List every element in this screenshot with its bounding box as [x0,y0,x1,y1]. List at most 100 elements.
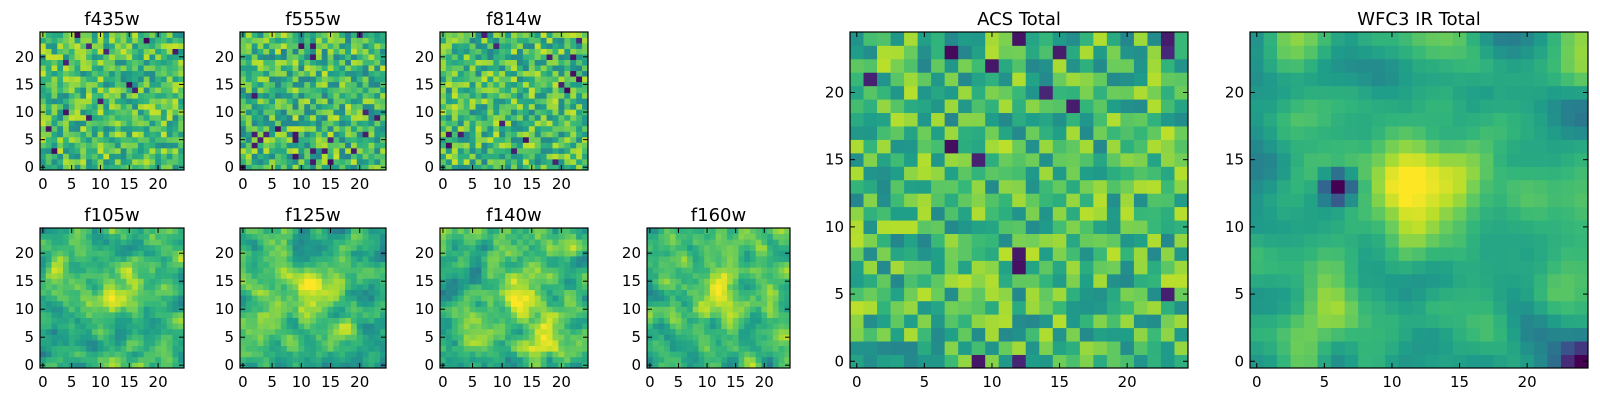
heatmap-cell [451,228,459,234]
heatmap-cell [356,76,364,83]
heatmap-cell [727,256,734,262]
heatmap-cell [528,300,536,307]
heatmap-cell [505,131,512,138]
heatmap-cell [505,164,512,171]
heatmap-cell [155,98,162,105]
heatmap-cell [57,54,64,60]
heatmap-cell [368,76,375,83]
heatmap-cell [166,256,173,262]
heatmap-cell [564,59,571,66]
heatmap-cell [534,261,542,268]
heatmap-cell [669,340,676,346]
heatmap-cell [269,125,276,132]
heatmap-cell [263,147,270,154]
heatmap-cell [368,289,375,296]
heatmap-cell [522,284,530,290]
heatmap-cell [709,312,717,318]
heatmap-cell [457,345,465,352]
heatmap-cell [40,345,47,352]
heatmap-cell [652,261,659,268]
heatmap-cell [534,256,542,262]
heatmap-cell [1120,354,1135,369]
heatmap-cell [744,233,751,240]
heatmap-cell [350,323,358,330]
heatmap-cell [143,340,150,346]
heatmap-cell [499,109,506,116]
heatmap-cell [172,125,179,132]
heatmap-cell [652,244,659,251]
heatmap-cell [126,125,133,132]
heatmap-cell [327,109,334,116]
heatmap-cell [487,81,494,88]
heatmap-cell [738,351,745,358]
heatmap-cell [687,300,694,307]
heatmap-cell [310,233,317,240]
heatmap-cell [784,300,791,307]
heatmap-cell [971,314,986,329]
heatmap-cell [245,114,253,121]
heatmap-cell [546,142,553,149]
heatmap-cell [321,356,328,363]
heatmap-cell [451,233,459,240]
heatmap-cell [298,272,305,279]
heatmap-cell [440,317,447,324]
heatmap-cell [251,98,258,105]
plot-frame [646,227,791,369]
heatmap-cell [109,164,116,171]
heatmap-cell [709,233,717,240]
heatmap-cell [166,125,173,132]
heatmap-cell [51,70,58,77]
heatmap-cell [109,323,116,330]
heatmap-cell [57,158,64,165]
heatmap-cell [493,256,500,262]
heatmap-cell [487,312,494,318]
heatmap-cell [68,244,75,251]
heatmap-cell [475,323,482,330]
heatmap-cell [469,328,476,335]
heatmap-cell [576,312,583,318]
heatmap-cell [269,136,276,143]
heatmap-cell [298,345,305,352]
heatmap-cell [80,278,87,285]
heatmap-cell [45,103,52,110]
heatmap-cell [469,261,476,268]
heatmap-cell [582,65,589,72]
heatmap-cell [327,103,334,110]
heatmap-cell [321,65,328,72]
heatmap-cell [132,250,139,257]
heatmap-cell [709,300,717,307]
heatmap-cell [481,272,488,279]
heatmap-cell [356,233,364,240]
heatmap-cell [998,287,1013,302]
heatmap-cell [451,81,459,88]
heatmap-cell [126,312,133,318]
heatmap-cell [114,32,122,38]
heatmap-cell [86,87,93,94]
heatmap-cell [292,228,299,234]
heatmap-cell [57,351,64,358]
heatmap-cell [362,312,369,318]
heatmap-cell [374,267,381,274]
heatmap-cell [91,345,98,352]
heatmap-cell [850,179,864,194]
heatmap-cell [327,250,334,257]
heatmap-cell [240,284,247,290]
heatmap-cells [440,32,589,171]
heatmap-cell [304,323,311,330]
heatmap-cell [97,142,104,149]
heatmap-cell [137,250,145,257]
heatmap-cell [149,48,156,55]
heatmap-cell [97,147,104,154]
heatmap-cell [564,267,571,274]
heatmap-cell [51,250,58,257]
heatmap-cell [487,153,494,160]
heatmap-cell [767,267,774,274]
x-tick-label: 10 [493,175,512,193]
heatmap-cell [57,306,64,313]
heatmap-cell [257,362,264,369]
heatmap-cell [304,153,311,160]
heatmap-cell [440,114,447,121]
heatmap-cell [126,323,133,330]
heatmap-cell [516,147,524,154]
heatmap-cell [463,109,470,116]
